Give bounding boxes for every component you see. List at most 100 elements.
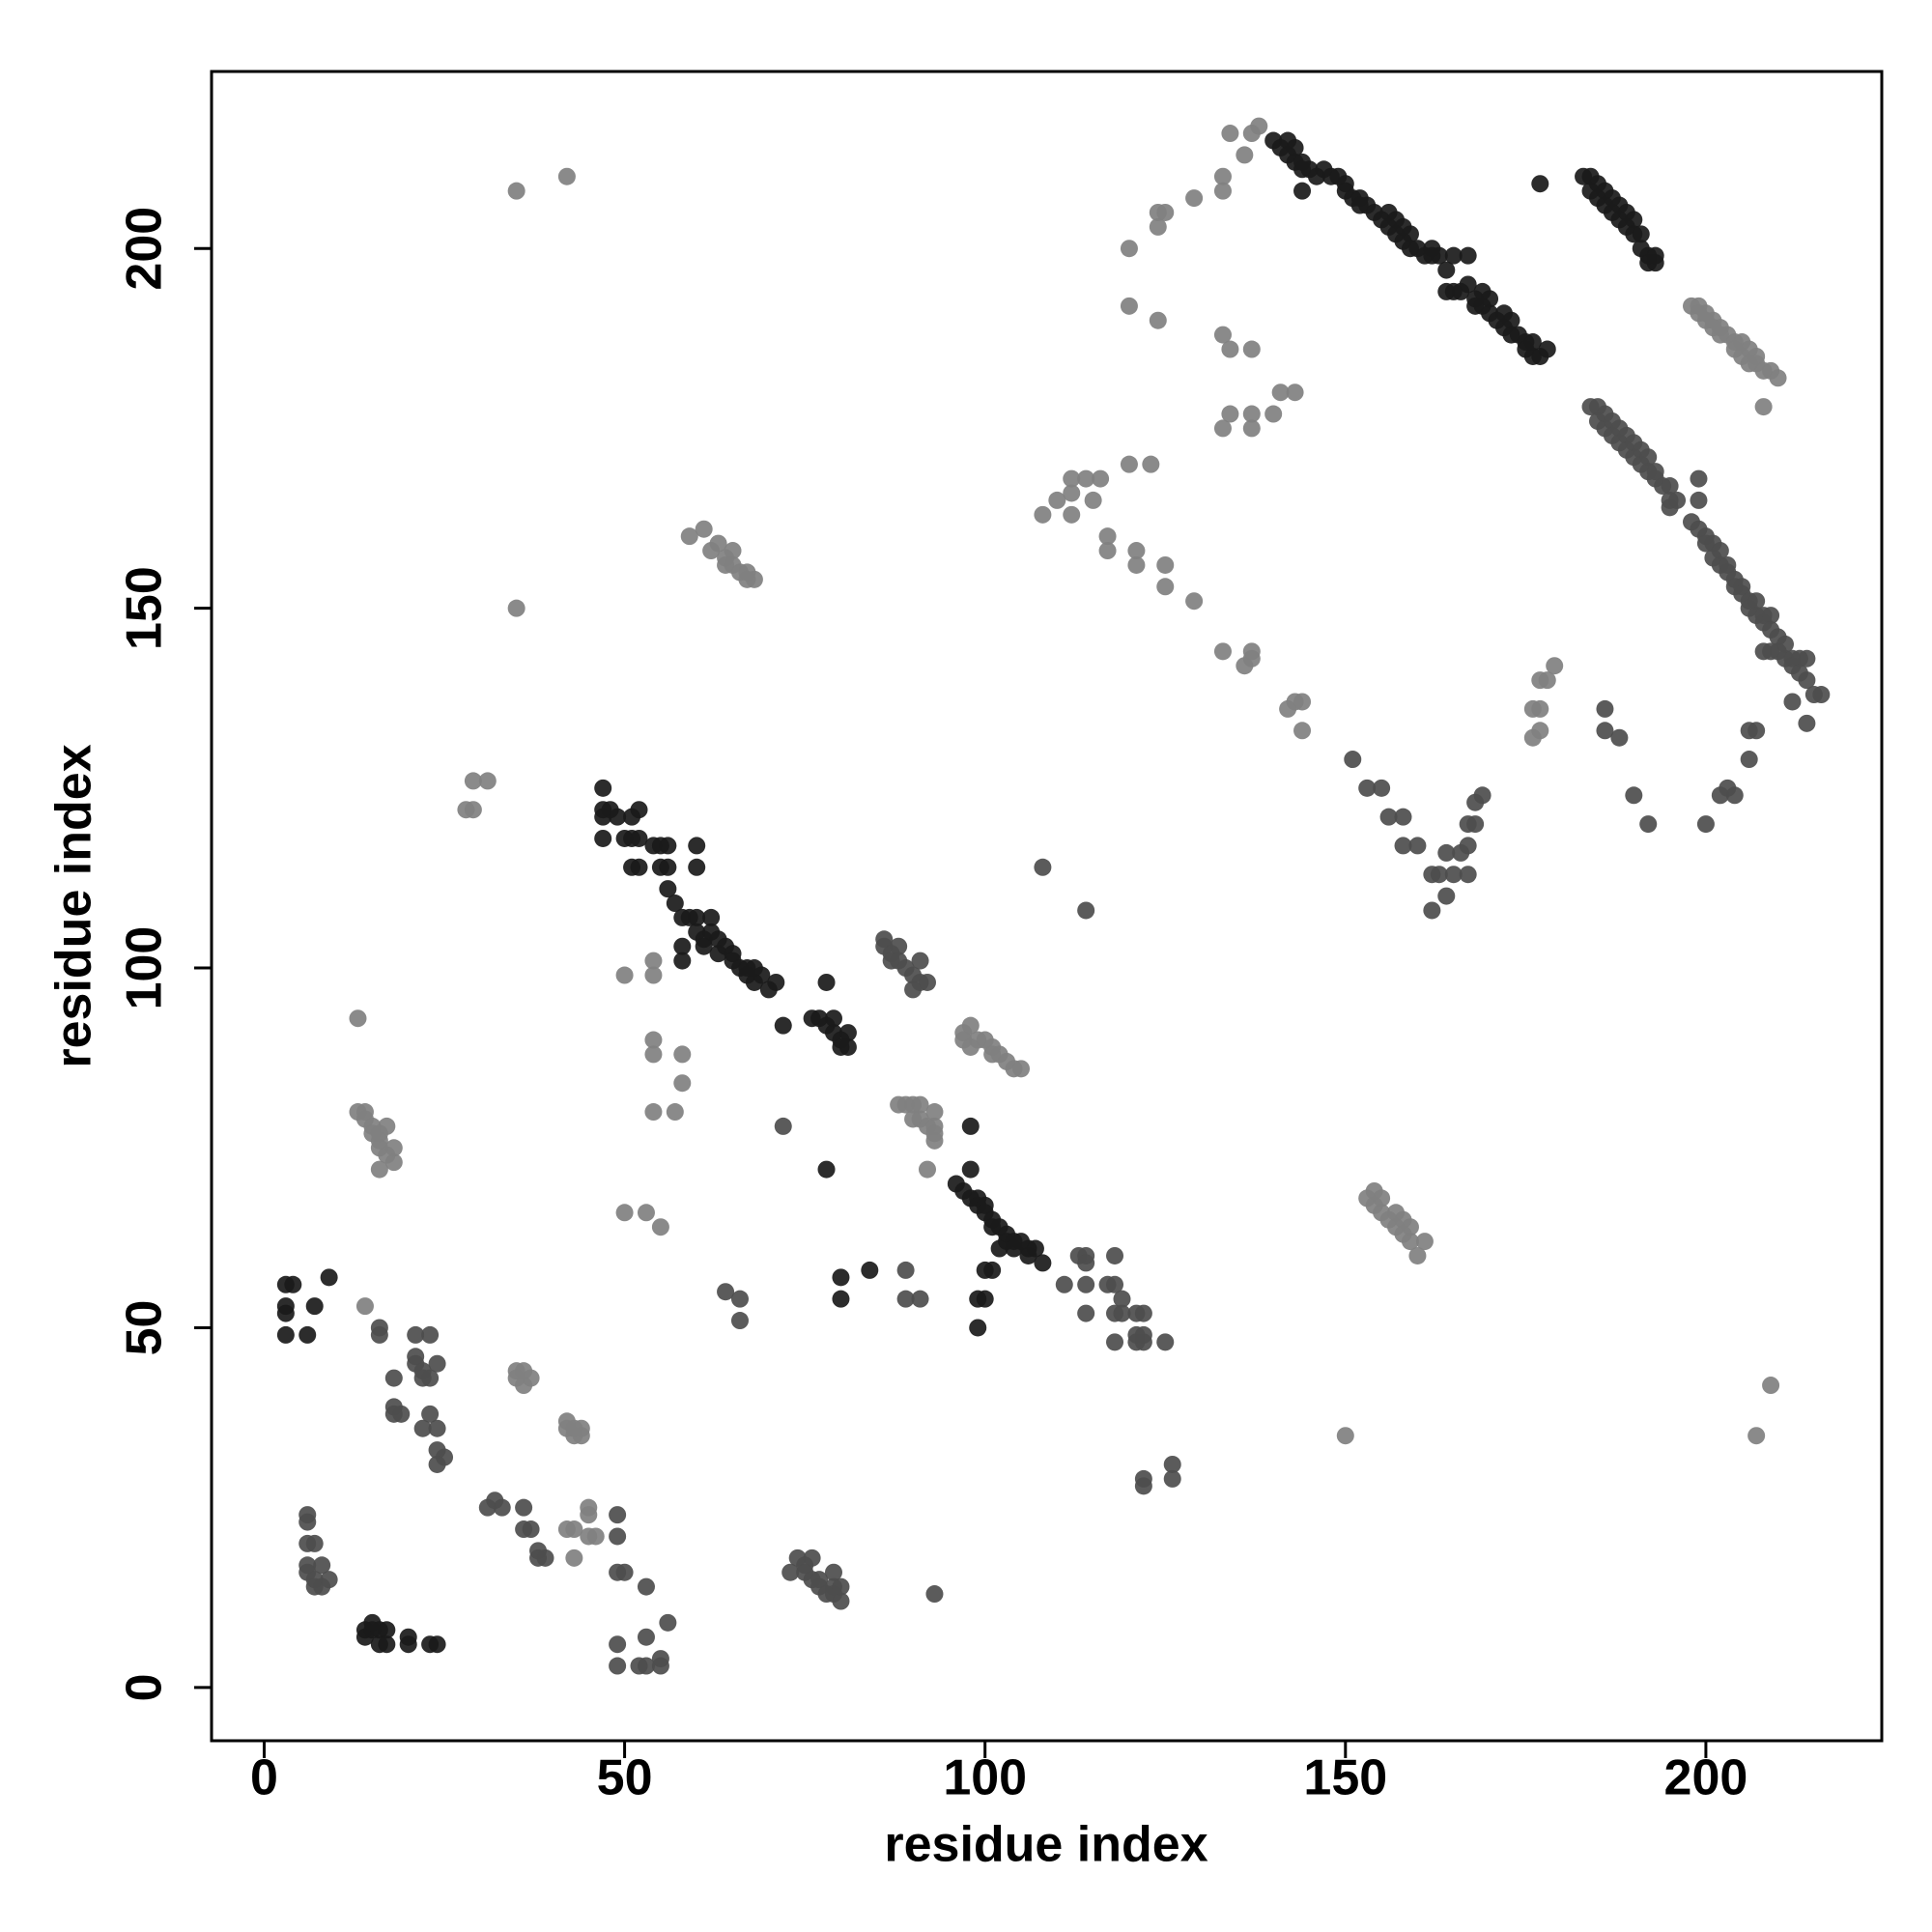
x-tick-label: 50: [597, 1750, 653, 1806]
point: [824, 1563, 842, 1581]
point: [1747, 722, 1766, 740]
point: [1502, 311, 1520, 329]
point: [1213, 182, 1232, 200]
point: [1213, 167, 1232, 185]
point: [1696, 815, 1715, 834]
point: [1747, 592, 1766, 611]
point: [688, 908, 706, 926]
point: [919, 973, 936, 991]
point: [1625, 211, 1643, 229]
point: [1762, 607, 1780, 625]
point: [1596, 722, 1614, 740]
point: [1106, 1333, 1124, 1351]
point: [1286, 138, 1304, 156]
point: [1185, 592, 1204, 611]
point: [961, 1160, 980, 1179]
point: [413, 1419, 432, 1437]
point: [753, 966, 771, 984]
point: [1213, 326, 1232, 344]
point: [1077, 469, 1095, 488]
point: [659, 880, 677, 898]
point: [298, 1325, 317, 1344]
point: [896, 1290, 915, 1308]
y-tick-label: 150: [117, 566, 173, 650]
point: [276, 1304, 295, 1322]
point: [1242, 642, 1261, 661]
point: [1113, 1304, 1131, 1322]
y-axis-title: residue index: [46, 744, 102, 1067]
point: [1156, 1333, 1175, 1351]
point: [428, 1354, 446, 1373]
point: [320, 1268, 338, 1287]
point: [1063, 469, 1081, 488]
y-tick-label: 0: [117, 1673, 173, 1701]
point: [911, 952, 929, 970]
point: [832, 1592, 850, 1610]
point: [767, 973, 785, 991]
point: [1379, 808, 1398, 826]
point: [724, 542, 742, 560]
point: [730, 1290, 749, 1308]
point: [1084, 491, 1102, 509]
point: [781, 1563, 800, 1581]
point: [1120, 297, 1138, 315]
point: [1538, 671, 1556, 690]
point: [969, 1290, 987, 1308]
point: [961, 1016, 980, 1035]
point: [378, 1635, 396, 1654]
y-tick-label: 100: [117, 926, 173, 1010]
point: [1250, 117, 1268, 135]
point: [464, 772, 482, 790]
point: [1293, 182, 1312, 200]
point: [1358, 779, 1377, 797]
point: [1762, 1377, 1780, 1395]
point: [702, 908, 721, 926]
point: [1401, 1218, 1419, 1236]
point: [1134, 1304, 1152, 1322]
point: [1632, 225, 1650, 243]
point: [1437, 261, 1456, 279]
point: [1106, 1246, 1124, 1264]
point: [919, 1160, 936, 1179]
point: [838, 1024, 857, 1042]
point: [609, 1657, 627, 1675]
point: [673, 1045, 692, 1064]
point: [1531, 699, 1549, 718]
x-tick-label: 150: [1303, 1750, 1387, 1806]
point: [384, 1139, 403, 1157]
point: [630, 829, 648, 847]
point: [925, 1585, 944, 1604]
point: [1242, 340, 1261, 358]
point: [1459, 837, 1477, 855]
point: [320, 1571, 338, 1589]
x-axis-title: residue index: [884, 1817, 1208, 1873]
point: [838, 1037, 857, 1056]
point: [384, 1369, 403, 1387]
x-tick-label: 0: [250, 1750, 278, 1806]
point: [428, 1455, 446, 1473]
point: [349, 1009, 367, 1028]
point: [730, 1312, 749, 1330]
point: [659, 837, 677, 855]
point: [378, 1621, 396, 1639]
point: [1098, 527, 1117, 546]
point: [644, 952, 663, 970]
point: [925, 1103, 944, 1122]
point: [709, 534, 727, 553]
point: [644, 1103, 663, 1122]
point: [1106, 1275, 1124, 1293]
point: [421, 1369, 440, 1387]
plot-frame: [210, 70, 1884, 1743]
point: [911, 1290, 929, 1308]
point: [832, 1290, 850, 1308]
point: [1156, 203, 1175, 221]
point: [594, 779, 612, 797]
point: [1798, 671, 1816, 690]
point: [572, 1427, 590, 1445]
point: [586, 1527, 605, 1546]
point: [817, 973, 836, 991]
point: [1473, 786, 1492, 805]
point: [1156, 578, 1175, 596]
point: [478, 772, 497, 790]
